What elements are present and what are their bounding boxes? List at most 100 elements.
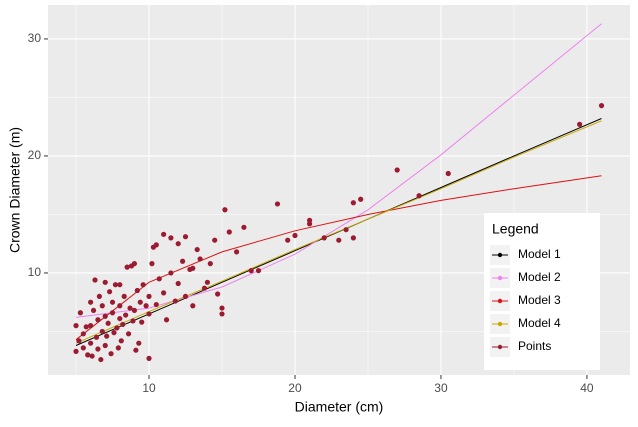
point — [109, 299, 116, 305]
point — [89, 353, 95, 359]
point — [350, 200, 356, 206]
point — [102, 279, 108, 285]
point — [416, 193, 422, 199]
y-tick-label: 10 — [28, 265, 42, 279]
legend-key-point — [497, 275, 503, 281]
legend-title: Legend — [492, 221, 539, 237]
point — [131, 261, 138, 267]
point — [95, 346, 101, 352]
point — [98, 356, 104, 363]
point — [133, 347, 139, 353]
point — [163, 317, 170, 323]
point — [146, 311, 152, 317]
point — [120, 321, 126, 328]
point — [219, 305, 225, 311]
point — [102, 342, 108, 349]
point — [143, 303, 149, 309]
point — [117, 303, 123, 309]
point — [201, 285, 208, 291]
point — [358, 196, 364, 202]
point — [197, 256, 203, 262]
point — [111, 330, 117, 336]
point — [115, 345, 121, 351]
point — [140, 282, 146, 288]
point — [85, 352, 91, 358]
point — [153, 242, 159, 248]
point — [107, 289, 113, 295]
point — [248, 268, 254, 274]
legend-key-point — [497, 252, 503, 258]
point — [124, 264, 130, 270]
point — [285, 237, 291, 243]
y-tick-label: 20 — [28, 148, 42, 162]
point — [241, 224, 247, 230]
point — [125, 331, 132, 337]
legend-key-point — [497, 344, 503, 350]
point — [83, 324, 89, 330]
point — [219, 311, 225, 317]
point — [292, 232, 298, 239]
point — [108, 351, 114, 357]
point — [321, 235, 327, 241]
point — [88, 323, 94, 329]
point — [99, 303, 105, 309]
point — [76, 338, 82, 344]
point — [130, 318, 136, 324]
legend-label: Model 1 — [518, 247, 561, 261]
point — [93, 334, 100, 340]
model-line — [75, 23, 602, 318]
legend: Legend Model 1 Model 2 Model 3 Model 4 Points — [484, 213, 600, 370]
model-line — [75, 118, 602, 346]
x-tick-label: 20 — [288, 381, 302, 395]
point — [88, 340, 94, 346]
point — [226, 229, 232, 235]
point — [194, 246, 200, 253]
point — [131, 307, 138, 314]
point — [102, 313, 108, 319]
y-axis-label: Crown Diameter (m) — [7, 127, 23, 253]
legend-key-point — [497, 321, 503, 327]
point — [73, 348, 79, 354]
point — [121, 293, 127, 299]
point — [134, 287, 140, 294]
point — [136, 340, 142, 346]
point — [99, 328, 105, 335]
point — [350, 235, 356, 241]
legend-label: Points — [518, 339, 551, 353]
x-tick-label: 10 — [142, 381, 156, 395]
point — [175, 280, 181, 287]
point — [179, 258, 186, 264]
point — [255, 268, 262, 274]
marks — [73, 23, 605, 363]
point — [117, 315, 123, 322]
point — [175, 241, 181, 247]
point — [95, 317, 101, 323]
point — [182, 234, 189, 240]
point — [222, 207, 228, 213]
point — [104, 333, 110, 339]
point — [204, 279, 211, 285]
point — [112, 282, 119, 288]
point — [212, 237, 218, 243]
point — [139, 319, 145, 325]
legend-key-point — [497, 298, 503, 304]
point — [394, 167, 400, 173]
point — [123, 312, 129, 318]
point — [117, 282, 123, 288]
point — [445, 170, 451, 177]
point — [274, 201, 281, 207]
point — [153, 301, 159, 308]
point — [88, 299, 94, 305]
point — [146, 355, 152, 361]
point — [105, 320, 111, 326]
point — [92, 277, 98, 283]
x-axis-label: Diameter (cm) — [295, 399, 384, 415]
point — [168, 270, 174, 276]
point — [233, 249, 240, 255]
point — [336, 237, 342, 243]
legend-label: Model 3 — [518, 293, 561, 307]
point — [343, 227, 349, 233]
point — [156, 276, 162, 282]
